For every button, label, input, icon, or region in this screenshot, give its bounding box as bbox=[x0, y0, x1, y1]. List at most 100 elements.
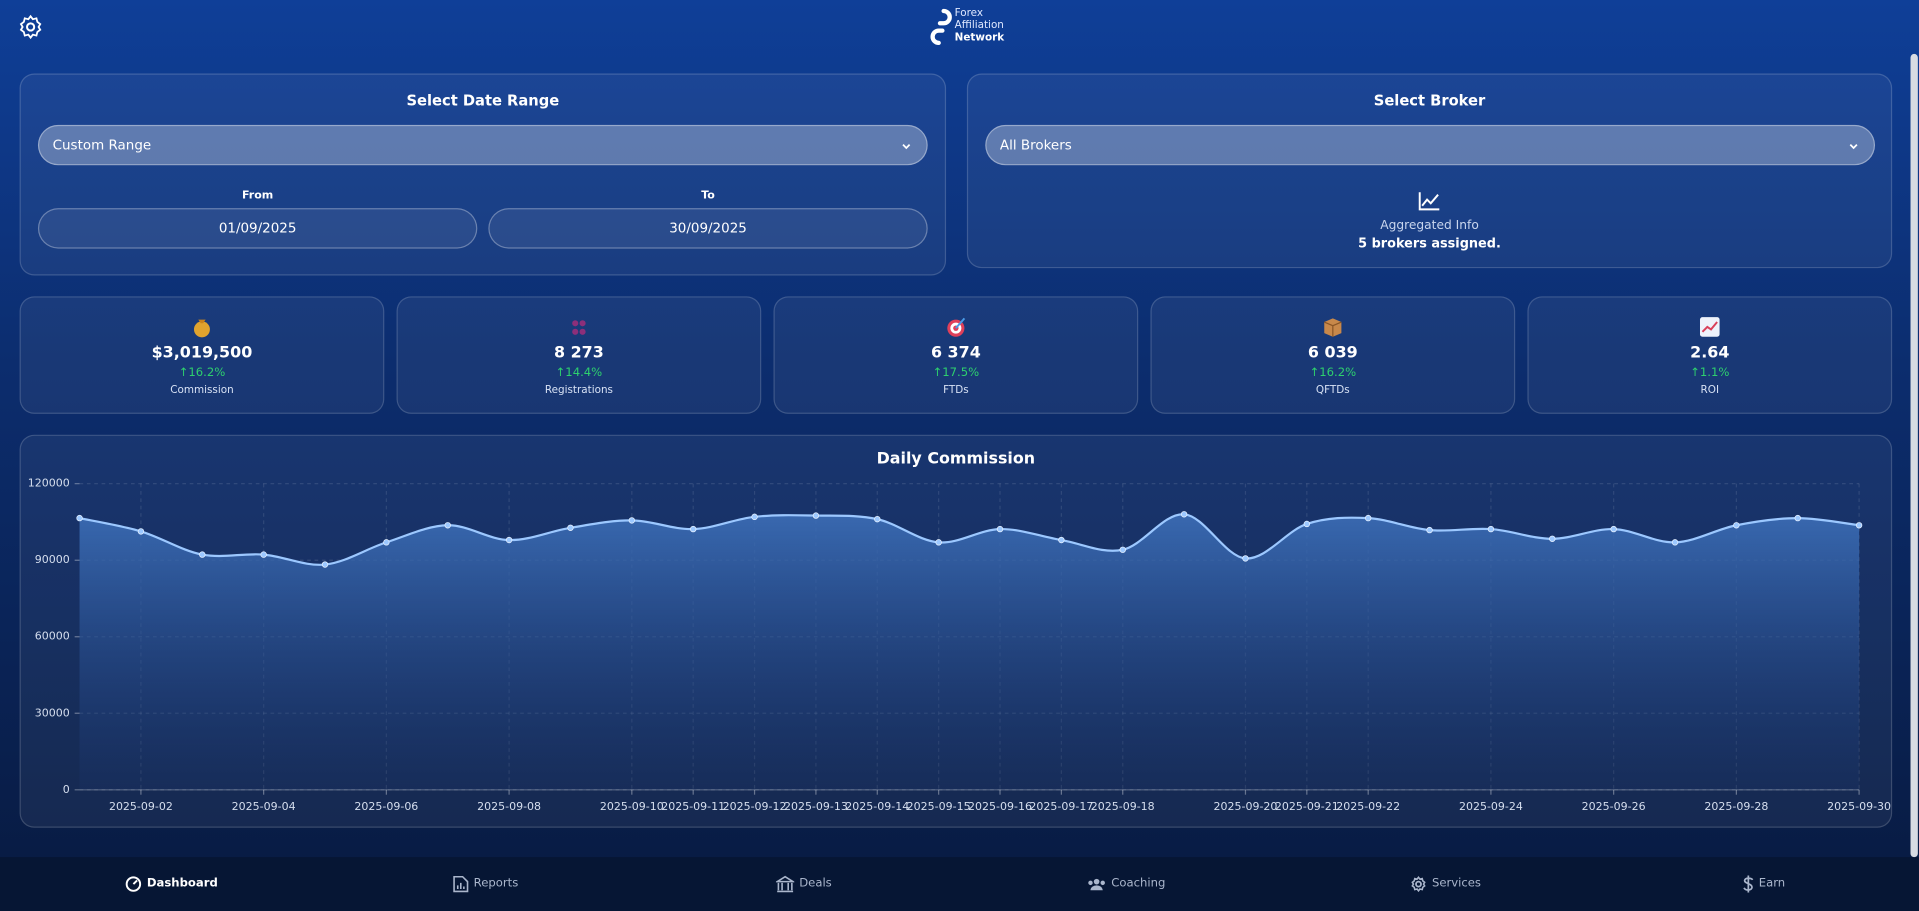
nav-item[interactable]: Services bbox=[1410, 857, 1481, 911]
nav-item[interactable]: Coaching bbox=[1087, 857, 1165, 911]
stat-change: ↑1.1% bbox=[1690, 366, 1730, 380]
nav-label: Earn bbox=[1758, 876, 1786, 891]
stat-label: ROI bbox=[1700, 384, 1720, 397]
point bbox=[1365, 514, 1372, 522]
x-tick-label: 2025-09-18 bbox=[1091, 800, 1155, 813]
point bbox=[505, 536, 513, 544]
nav-item[interactable]: Deals bbox=[774, 857, 832, 911]
chart-icon bbox=[1418, 192, 1440, 211]
stat-value: 8 273 bbox=[553, 344, 604, 363]
y-tick-label: 90000 bbox=[35, 553, 70, 566]
logo-text: Forex bbox=[954, 7, 984, 20]
stat-value: 2.64 bbox=[1690, 344, 1730, 363]
point bbox=[751, 513, 758, 521]
nav-label: Deals bbox=[799, 876, 832, 891]
logo[interactable]: Forex Affiliation Network bbox=[930, 6, 1016, 48]
point bbox=[137, 528, 145, 535]
y-tick-label: 60000 bbox=[35, 630, 70, 643]
nav-item[interactable]: Earn bbox=[1743, 857, 1785, 911]
range-select[interactable]: Custom Range bbox=[37, 124, 928, 166]
nav-label: Dashboard bbox=[146, 876, 218, 891]
stat-value: $3,019,500 bbox=[151, 344, 253, 363]
nav-icon bbox=[1088, 878, 1105, 890]
point bbox=[1303, 520, 1311, 528]
x-tick-label: 2025-09-08 bbox=[477, 800, 541, 813]
chevron bbox=[1849, 144, 1858, 150]
nav-label: Services bbox=[1431, 876, 1481, 891]
nav-item[interactable]: Reports bbox=[453, 857, 518, 911]
point bbox=[690, 525, 697, 533]
nav-icon bbox=[1411, 875, 1426, 892]
field-label: To bbox=[701, 189, 715, 203]
y-tick-label: 120000 bbox=[28, 477, 70, 490]
stat-icon bbox=[947, 317, 966, 337]
nav-icon bbox=[774, 875, 796, 892]
info-label: Aggregated Info bbox=[1380, 219, 1479, 233]
y-tick-label: 30000 bbox=[35, 706, 70, 719]
nav-label: Reports bbox=[473, 876, 519, 891]
stat-card: 6 374 ↑17.5% FTDs bbox=[773, 296, 1139, 414]
to-date[interactable]: 30/09/2025 bbox=[488, 208, 928, 249]
broker-select[interactable]: All Brokers bbox=[985, 124, 1876, 166]
point bbox=[628, 517, 636, 524]
logo-mark bbox=[930, 8, 952, 46]
point bbox=[383, 539, 390, 546]
point bbox=[321, 561, 329, 568]
stat-icon bbox=[1324, 318, 1342, 337]
scrollbar[interactable] bbox=[1910, 53, 1918, 858]
x-tick-label: 2025-09-13 bbox=[784, 800, 848, 813]
logo-text: Network bbox=[954, 31, 1005, 45]
x-tick-label: 2025-09-24 bbox=[1459, 800, 1523, 813]
nav-item[interactable]: Dashboard bbox=[125, 857, 218, 911]
date-range-card: Select Date Range Custom Range From To 0… bbox=[19, 73, 947, 276]
point bbox=[1119, 546, 1126, 553]
stat-value: 6 374 bbox=[930, 344, 981, 363]
x-tick-label: 2025-09-22 bbox=[1336, 800, 1400, 813]
x-tick-label: 2025-09-30 bbox=[1827, 800, 1891, 813]
stat-change: ↑16.2% bbox=[178, 366, 226, 380]
card-title: Select Date Range bbox=[406, 91, 560, 109]
stat-change: ↑17.5% bbox=[932, 366, 980, 380]
point bbox=[76, 514, 83, 522]
point bbox=[1058, 536, 1065, 544]
point bbox=[260, 551, 267, 558]
select-value: All Brokers bbox=[999, 137, 1072, 154]
stat-change: ↑16.2% bbox=[1309, 366, 1357, 380]
stat-label: FTDs bbox=[943, 384, 969, 397]
x-tick-label: 2025-09-04 bbox=[232, 800, 296, 813]
x-tick-label: 2025-09-20 bbox=[1214, 800, 1278, 813]
point bbox=[444, 522, 451, 529]
point bbox=[199, 551, 206, 558]
info-text: 5 brokers assigned. bbox=[1358, 236, 1501, 252]
x-tick-label: 2025-09-12 bbox=[723, 800, 787, 813]
stat-icon bbox=[193, 319, 210, 338]
stat-card: 2.64 ↑1.1% ROI bbox=[1527, 296, 1893, 414]
x-tick-label: 2025-09-16 bbox=[968, 800, 1032, 813]
x-tick-label: 2025-09-21 bbox=[1275, 800, 1339, 813]
stat-change: ↑14.4% bbox=[555, 366, 603, 380]
point bbox=[1549, 535, 1556, 542]
point bbox=[1733, 522, 1740, 529]
nav-icon bbox=[453, 875, 469, 892]
field-label: From bbox=[241, 189, 274, 203]
point bbox=[996, 525, 1004, 533]
point bbox=[1855, 522, 1863, 529]
y-tick-label: 0 bbox=[63, 783, 70, 796]
nav-icon bbox=[1743, 874, 1754, 893]
stat-value: 6 039 bbox=[1307, 344, 1358, 363]
point bbox=[1180, 511, 1188, 518]
settings-icon[interactable] bbox=[17, 13, 44, 40]
broker-card: Select Broker All Brokers Aggregated Inf… bbox=[966, 73, 1893, 269]
stat-label: Commission bbox=[170, 384, 234, 397]
stat-card: $3,019,500 ↑16.2% Commission bbox=[19, 296, 385, 414]
area bbox=[79, 514, 1860, 790]
point bbox=[935, 539, 942, 546]
stat-card: 8 273 ↑14.4% Registrations bbox=[396, 296, 762, 414]
chevron bbox=[902, 144, 911, 150]
chart-card: Daily Commission 0 30000 60000 90000 120000 2… bbox=[19, 434, 1893, 828]
point bbox=[1426, 526, 1433, 534]
point bbox=[812, 512, 820, 519]
nav-icon bbox=[125, 875, 142, 892]
from-date[interactable]: 01/09/2025 bbox=[37, 208, 478, 249]
point bbox=[1671, 539, 1679, 546]
